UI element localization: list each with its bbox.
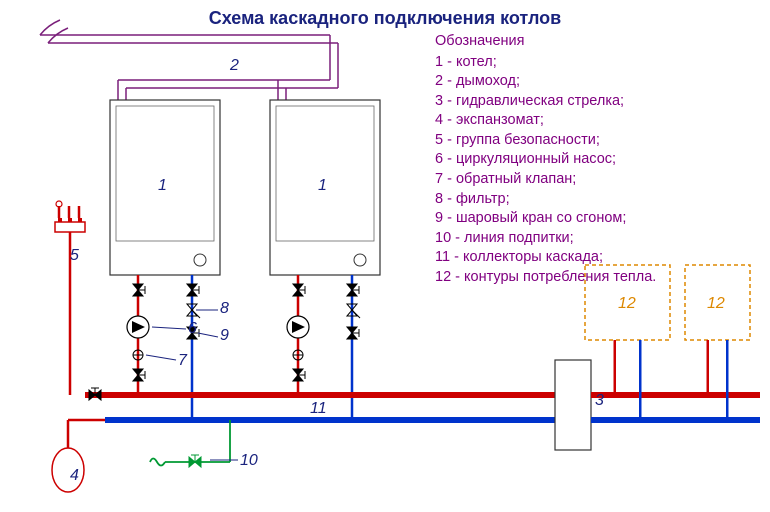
svg-text:4: 4 — [70, 467, 79, 484]
svg-text:12: 12 — [618, 295, 636, 312]
svg-text:10: 10 — [240, 452, 258, 469]
svg-text:5: 5 — [70, 247, 79, 264]
svg-text:8: 8 — [220, 300, 229, 317]
svg-text:9: 9 — [220, 327, 229, 344]
svg-text:1: 1 — [318, 177, 327, 194]
svg-text:2: 2 — [229, 57, 239, 74]
svg-text:12: 12 — [707, 295, 725, 312]
svg-text:1: 1 — [158, 177, 167, 194]
svg-text:3: 3 — [595, 392, 604, 409]
svg-text:7: 7 — [178, 352, 188, 369]
svg-text:6: 6 — [188, 320, 197, 337]
svg-text:11: 11 — [310, 400, 327, 417]
piping-diagram: 121211234567891011 — [0, 0, 770, 512]
